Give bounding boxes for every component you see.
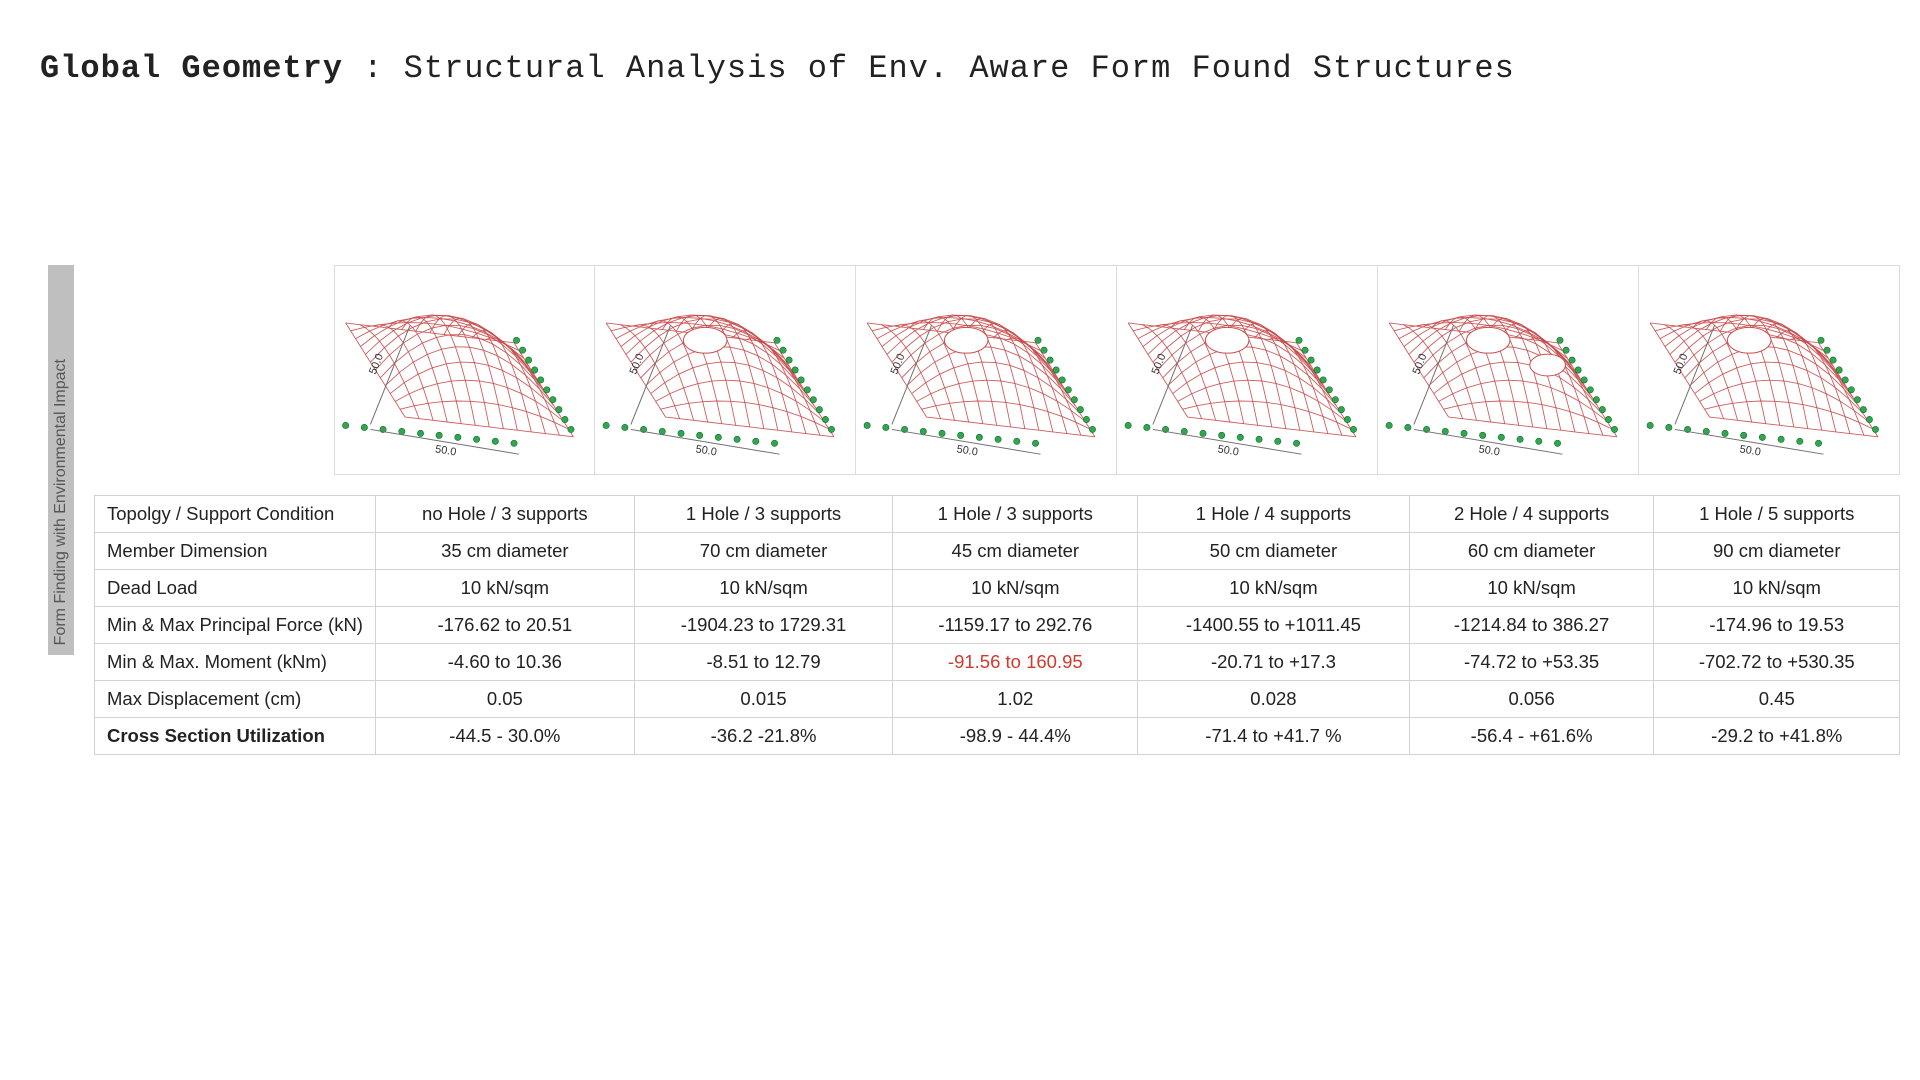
svg-text:50.0: 50.0	[1672, 352, 1691, 376]
table-row: Cross Section Utilization-44.5 - 30.0%-3…	[95, 718, 1900, 755]
svg-text:50.0: 50.0	[956, 443, 979, 458]
table-row: Dead Load10 kN/sqm10 kN/sqm10 kN/sqm10 k…	[95, 570, 1900, 607]
table-row: Topolgy / Support Conditionno Hole / 3 s…	[95, 496, 1900, 533]
table-cell: -98.9 - 44.4%	[893, 718, 1138, 755]
svg-text:50.0: 50.0	[628, 352, 647, 376]
table-cell: 90 cm diameter	[1654, 533, 1900, 570]
table-cell: 0.05	[375, 681, 634, 718]
table-cell: 1 Hole / 3 supports	[893, 496, 1138, 533]
table-cell: 10 kN/sqm	[1409, 570, 1654, 607]
row-label: Topolgy / Support Condition	[95, 496, 376, 533]
diagram-5: 50.0 50.0	[1378, 265, 1639, 475]
table-cell: no Hole / 3 supports	[375, 496, 634, 533]
sidebar-label: Form Finding with Environmental Impact	[52, 349, 70, 655]
table-cell: -44.5 - 30.0%	[375, 718, 634, 755]
table-cell: -71.4 to +41.7 %	[1138, 718, 1410, 755]
slide-page: Global Geometry : Structural Analysis of…	[0, 0, 1920, 1080]
table-cell: -174.96 to 19.53	[1654, 607, 1900, 644]
table-cell: -91.56 to 160.95	[893, 644, 1138, 681]
diagram-3: 50.0 50.0	[856, 265, 1117, 475]
table-cell: 10 kN/sqm	[1138, 570, 1410, 607]
table-cell: -702.72 to +530.35	[1654, 644, 1900, 681]
table-cell: -4.60 to 10.36	[375, 644, 634, 681]
row-label: Cross Section Utilization	[95, 718, 376, 755]
table-cell: -1400.55 to +1011.45	[1138, 607, 1410, 644]
table-cell: -1904.23 to 1729.31	[634, 607, 893, 644]
row-label: Member Dimension	[95, 533, 376, 570]
table-cell: -56.4 - +61.6%	[1409, 718, 1654, 755]
table-cell: 0.015	[634, 681, 893, 718]
diagram-2: 50.0 50.0	[595, 265, 856, 475]
table-cell: 35 cm diameter	[375, 533, 634, 570]
diagram-strip: 50.050.050.050.050.050.050.050.050.050.0…	[334, 265, 1900, 475]
svg-text:50.0: 50.0	[695, 443, 718, 458]
analysis-table: Topolgy / Support Conditionno Hole / 3 s…	[94, 495, 1900, 755]
svg-text:50.0: 50.0	[1150, 352, 1169, 376]
svg-text:50.0: 50.0	[367, 352, 386, 376]
table-cell: 0.056	[1409, 681, 1654, 718]
table-cell: 50 cm diameter	[1138, 533, 1410, 570]
table-cell: 10 kN/sqm	[1654, 570, 1900, 607]
table-row: Min & Max Principal Force (kN)-176.62 to…	[95, 607, 1900, 644]
table-cell: -8.51 to 12.79	[634, 644, 893, 681]
title-bold: Global Geometry	[40, 50, 343, 87]
row-label: Min & Max. Moment (kNm)	[95, 644, 376, 681]
table-cell: 1 Hole / 3 supports	[634, 496, 893, 533]
table-cell: 1 Hole / 5 supports	[1654, 496, 1900, 533]
table-cell: -176.62 to 20.51	[375, 607, 634, 644]
svg-text:50.0: 50.0	[1478, 443, 1501, 458]
svg-text:50.0: 50.0	[434, 443, 457, 458]
table-cell: 1 Hole / 4 supports	[1138, 496, 1410, 533]
page-title: Global Geometry : Structural Analysis of…	[40, 50, 1880, 87]
main-block: 50.050.050.050.050.050.050.050.050.050.0…	[94, 265, 1900, 755]
table-row: Max Displacement (cm)0.050.0151.020.0280…	[95, 681, 1900, 718]
table-row: Member Dimension35 cm diameter70 cm diam…	[95, 533, 1900, 570]
table-cell: 2 Hole / 4 supports	[1409, 496, 1654, 533]
svg-text:50.0: 50.0	[1739, 443, 1762, 458]
table-cell: -20.71 to +17.3	[1138, 644, 1410, 681]
table-cell: 10 kN/sqm	[893, 570, 1138, 607]
table-cell: 60 cm diameter	[1409, 533, 1654, 570]
row-label: Dead Load	[95, 570, 376, 607]
svg-text:50.0: 50.0	[1411, 352, 1430, 376]
title-rest: : Structural Analysis of Env. Aware Form…	[343, 50, 1515, 87]
row-label: Min & Max Principal Force (kN)	[95, 607, 376, 644]
svg-text:50.0: 50.0	[1217, 443, 1240, 458]
table-row: Min & Max. Moment (kNm)-4.60 to 10.36-8.…	[95, 644, 1900, 681]
table-cell: -74.72 to +53.35	[1409, 644, 1654, 681]
sidebar-tab: Form Finding with Environmental Impact	[48, 265, 74, 655]
svg-text:50.0: 50.0	[889, 352, 908, 376]
diagram-1: 50.0 50.0	[334, 265, 595, 475]
row-label: Max Displacement (cm)	[95, 681, 376, 718]
table-cell: 0.028	[1138, 681, 1410, 718]
table-cell: 45 cm diameter	[893, 533, 1138, 570]
diagram-4: 50.0 50.0	[1117, 265, 1378, 475]
table-cell: 0.45	[1654, 681, 1900, 718]
table-cell: 10 kN/sqm	[634, 570, 893, 607]
table-cell: 1.02	[893, 681, 1138, 718]
table-cell: -1214.84 to 386.27	[1409, 607, 1654, 644]
table-cell: 10 kN/sqm	[375, 570, 634, 607]
diagram-6: 50.0 50.0	[1639, 265, 1900, 475]
table-cell: -36.2 -21.8%	[634, 718, 893, 755]
table-cell: -29.2 to +41.8%	[1654, 718, 1900, 755]
table-cell: 70 cm diameter	[634, 533, 893, 570]
table-cell: -1159.17 to 292.76	[893, 607, 1138, 644]
content-row: Form Finding with Environmental Impact 5…	[48, 265, 1900, 755]
